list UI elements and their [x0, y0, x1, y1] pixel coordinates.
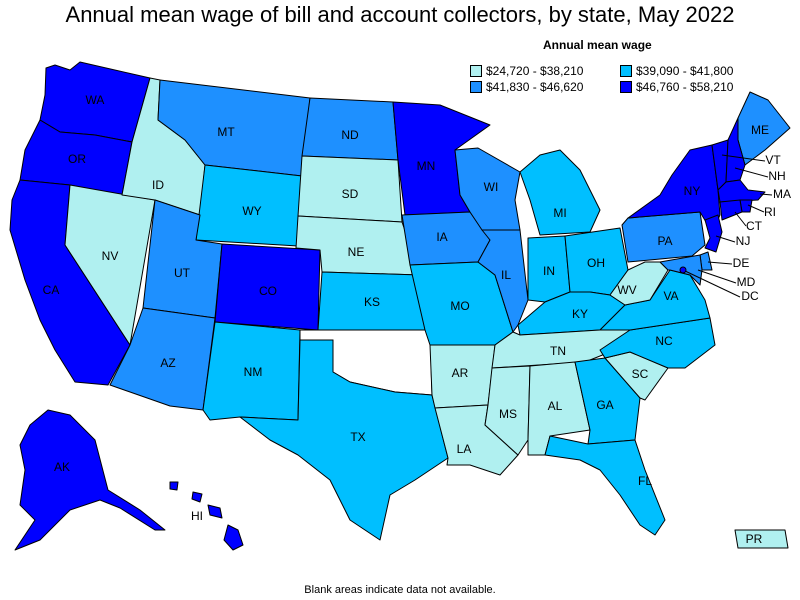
- label-MT: MT: [217, 125, 235, 139]
- leader-DE: [707, 261, 733, 265]
- label-SC: SC: [632, 367, 649, 381]
- legend-label-3: $41,830 - $46,620: [486, 80, 584, 94]
- label-TN: TN: [550, 344, 566, 358]
- label-VT: VT: [765, 153, 781, 167]
- label-WA: WA: [86, 93, 105, 107]
- leader-RI: [747, 204, 765, 213]
- label-NY: NY: [684, 184, 701, 198]
- state-FL[interactable]: [544, 435, 666, 536]
- label-NC: NC: [655, 334, 673, 348]
- leader-DC: [682, 269, 741, 298]
- label-AK: AK: [54, 460, 70, 474]
- label-CA: CA: [43, 283, 60, 297]
- legend-label-1: $24,720 - $38,210: [486, 64, 584, 78]
- leader-MD: [697, 269, 737, 284]
- map-title: Annual mean wage of bill and account col…: [65, 2, 735, 27]
- label-NJ: NJ: [736, 234, 751, 248]
- state-HI-main[interactable]: [223, 524, 244, 551]
- state-HI-maui[interactable]: [207, 504, 223, 519]
- label-OH: OH: [587, 256, 605, 270]
- label-WI: WI: [484, 180, 499, 194]
- leader-VT: [721, 154, 766, 162]
- label-DE: DE: [733, 256, 750, 270]
- label-OR: OR: [68, 152, 86, 166]
- legend-swatch-4: [620, 81, 632, 93]
- leader-NJ: [715, 235, 736, 243]
- legend-item-2: $39,090 - $41,800: [620, 64, 780, 78]
- state-CT[interactable]: [719, 199, 743, 221]
- label-NM: NM: [244, 365, 263, 379]
- label-CO: CO: [259, 284, 277, 298]
- label-KY: KY: [572, 307, 588, 321]
- label-FL: FL: [638, 474, 652, 488]
- label-RI: RI: [764, 205, 776, 219]
- label-TX: TX: [350, 430, 365, 444]
- legend-swatch-1: [470, 65, 482, 77]
- label-ND: ND: [341, 128, 359, 142]
- legend-item-3: $41,830 - $46,620: [470, 80, 620, 94]
- label-ID: ID: [152, 178, 164, 192]
- state-HI-kauai[interactable]: [169, 481, 179, 491]
- leader-CT: [734, 211, 747, 227]
- label-MD: MD: [737, 275, 756, 289]
- label-ME: ME: [751, 123, 769, 137]
- label-WY: WY: [242, 204, 261, 218]
- state-AK[interactable]: [14, 409, 166, 551]
- label-MA: MA: [773, 187, 791, 201]
- label-AZ: AZ: [160, 356, 175, 370]
- state-MI[interactable]: [519, 149, 601, 236]
- label-NV: NV: [102, 249, 119, 263]
- footnote: Blank areas indicate data not available.: [304, 584, 496, 596]
- state-PR[interactable]: [734, 529, 789, 549]
- legend-item-1: $24,720 - $38,210: [470, 64, 620, 78]
- leader-NH: [734, 167, 769, 178]
- label-CT: CT: [746, 219, 763, 233]
- label-KS: KS: [364, 295, 380, 309]
- legend-label-2: $39,090 - $41,800: [636, 64, 734, 78]
- label-AL: AL: [548, 399, 563, 413]
- label-IL: IL: [501, 268, 511, 282]
- label-IN: IN: [543, 264, 555, 278]
- label-GA: GA: [596, 398, 613, 412]
- state-DC-dot[interactable]: [679, 266, 687, 274]
- label-HI: HI: [191, 509, 203, 523]
- label-IA: IA: [436, 230, 447, 244]
- label-WV: WV: [617, 283, 636, 297]
- label-SD: SD: [342, 187, 359, 201]
- label-VA: VA: [663, 289, 678, 303]
- label-AR: AR: [452, 366, 469, 380]
- label-MN: MN: [417, 159, 436, 173]
- state-TX[interactable]: [239, 339, 449, 541]
- state-HI-oahu[interactable]: [191, 491, 203, 503]
- label-MI: MI: [553, 206, 566, 220]
- legend-label-4: $46,760 - $58,210: [636, 80, 734, 94]
- state-NJ[interactable]: [704, 214, 723, 253]
- legend-swatch-2: [620, 65, 632, 77]
- label-PA: PA: [657, 234, 672, 248]
- label-LA: LA: [457, 442, 472, 456]
- legend-item-4: $46,760 - $58,210: [620, 80, 780, 94]
- label-MO: MO: [450, 299, 469, 313]
- label-NH: NH: [768, 169, 785, 183]
- legend: Annual mean wage $24,720 - $38,210 $39,0…: [470, 38, 790, 94]
- label-UT: UT: [174, 266, 191, 280]
- label-DC: DC: [741, 289, 759, 303]
- legend-swatch-3: [470, 81, 482, 93]
- legend-title: Annual mean wage: [543, 38, 652, 52]
- label-MS: MS: [499, 407, 517, 421]
- label-NE: NE: [348, 245, 365, 259]
- state-MA[interactable]: [717, 179, 766, 203]
- leader-MA: [759, 193, 773, 196]
- label-PR: PR: [746, 532, 763, 546]
